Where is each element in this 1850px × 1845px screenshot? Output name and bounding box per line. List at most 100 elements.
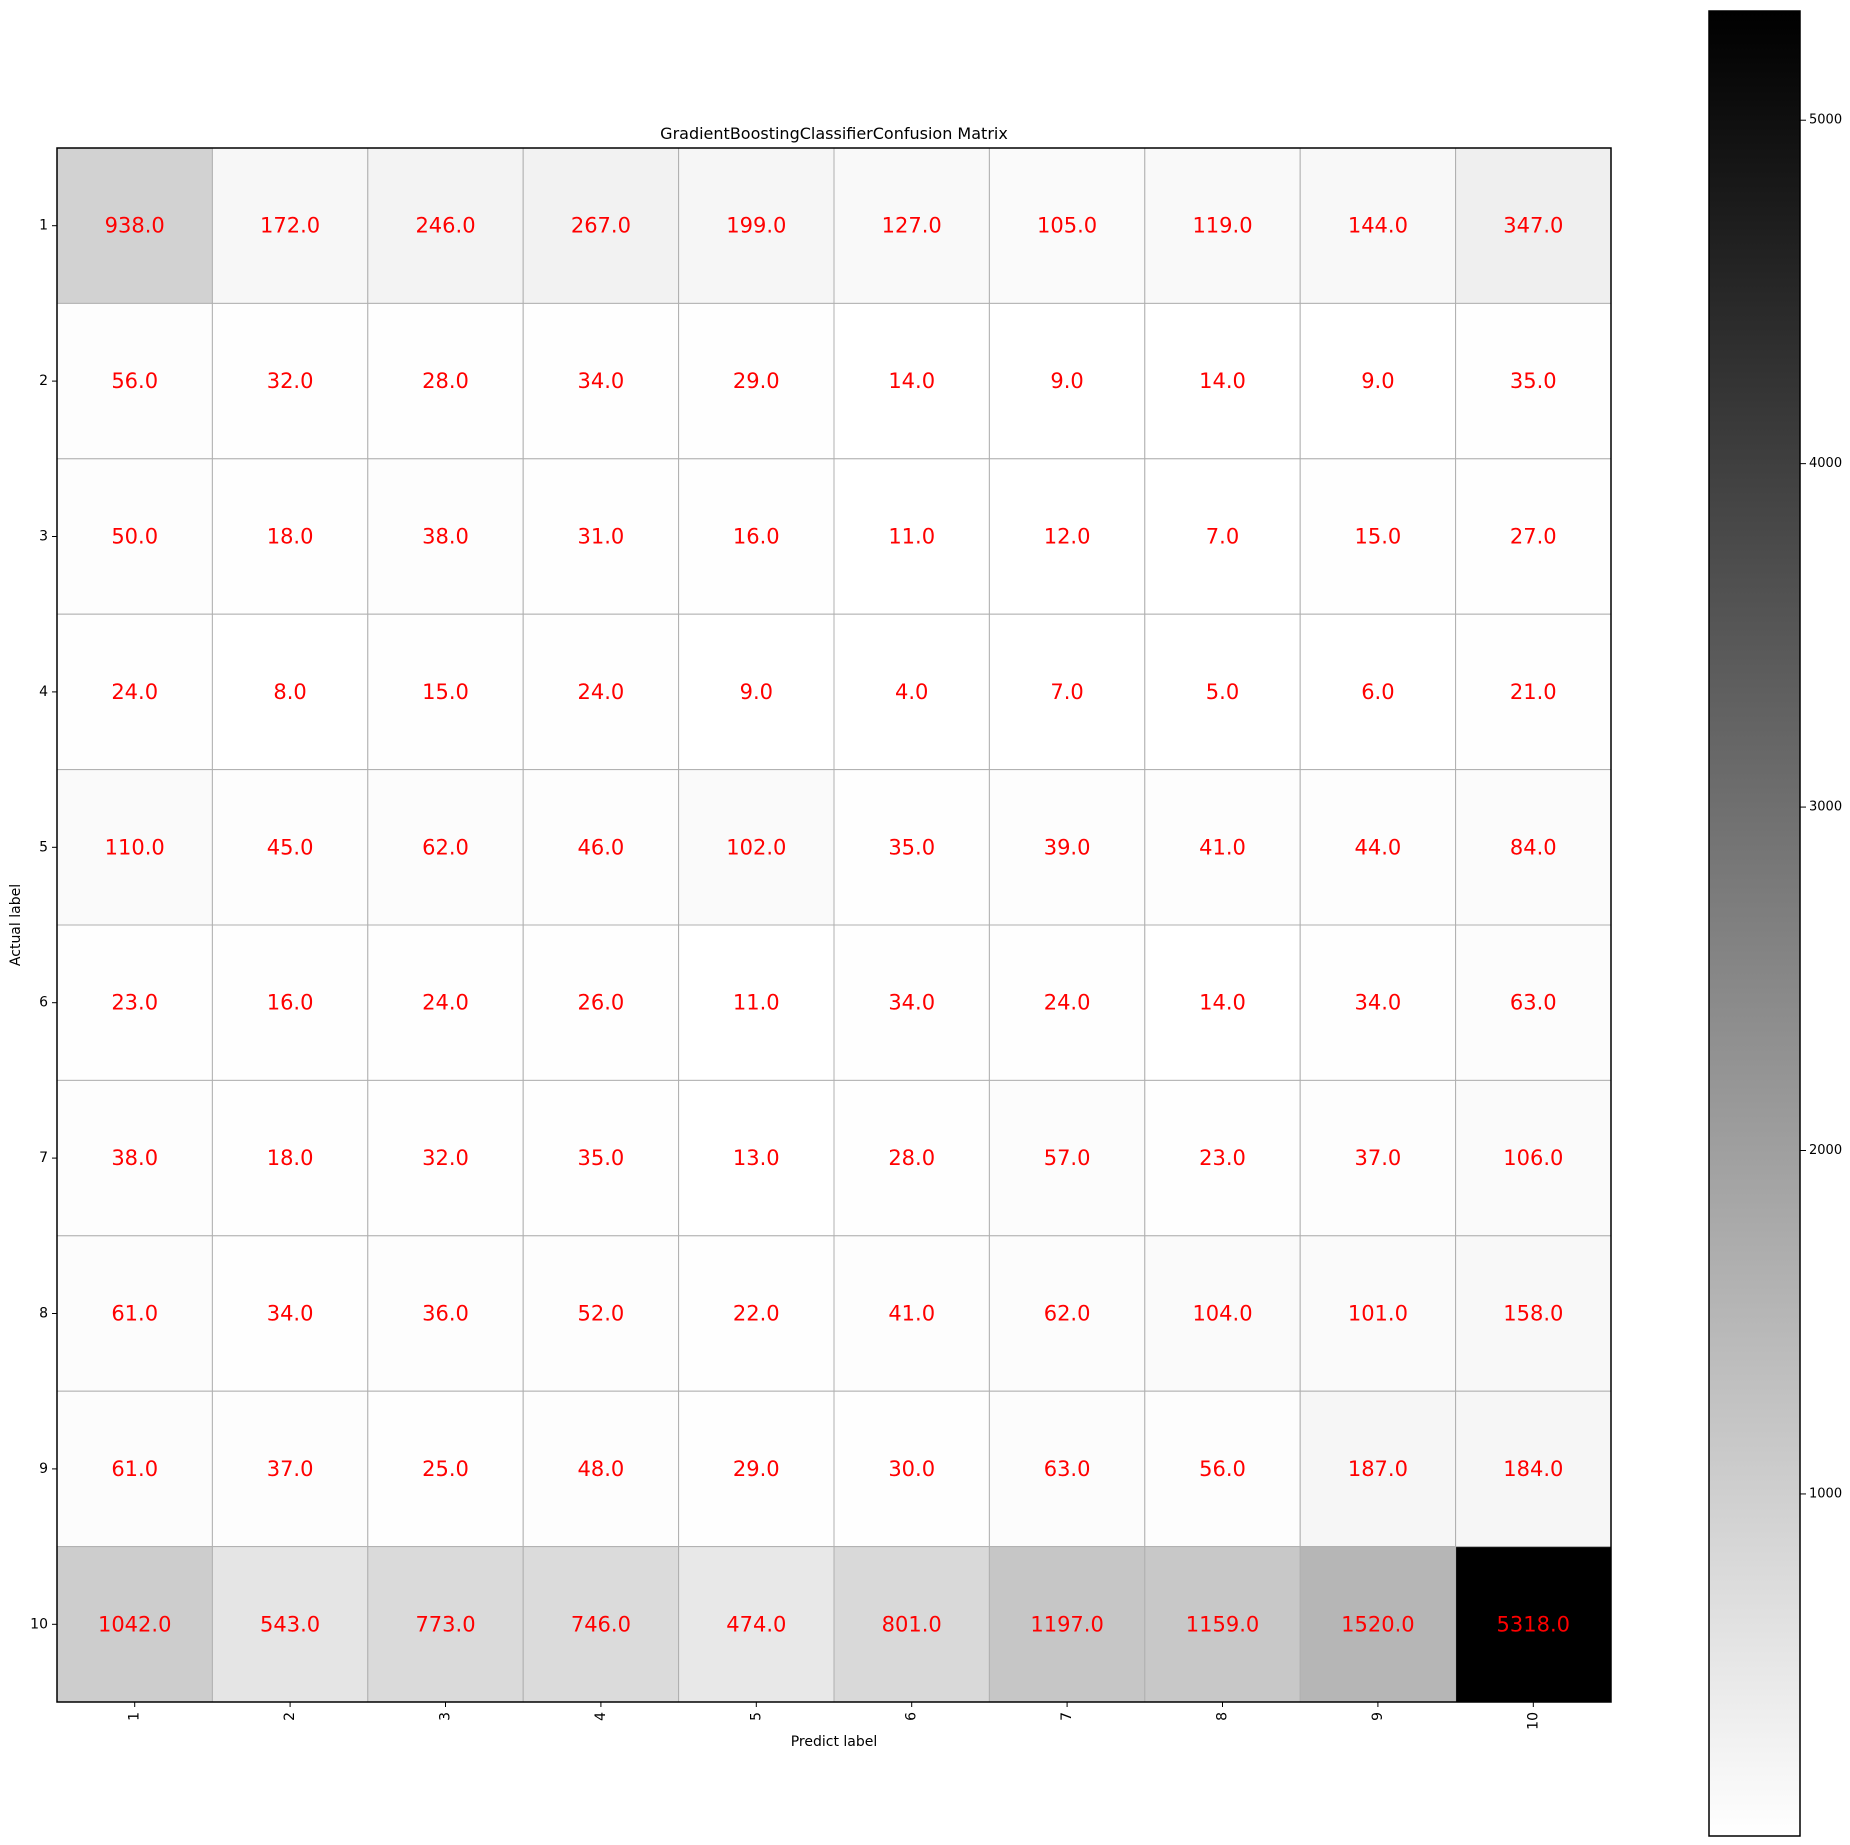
- cell-value-label: 38.0: [111, 1146, 158, 1170]
- y-tick-label: 7: [39, 1150, 48, 1166]
- heatmap-cell: [988, 147, 1146, 304]
- x-tick-label: 7: [1059, 1712, 1075, 1721]
- cell-value-label: 105.0: [1037, 214, 1097, 238]
- heatmap-cell: [522, 1390, 680, 1548]
- cell-value-label: 9.0: [740, 680, 773, 704]
- heatmap-cell: [211, 302, 369, 460]
- cell-value-label: 13.0: [733, 1146, 780, 1170]
- x-tick-label: 8: [1215, 1712, 1231, 1721]
- cell-value-label: 4.0: [895, 680, 928, 704]
- heatmap-cell: [833, 1390, 990, 1548]
- colorbar-tick-label: 4000: [1809, 456, 1842, 471]
- cell-value-label: 184.0: [1503, 1457, 1563, 1481]
- cell-value-label: 45.0: [267, 835, 314, 859]
- heatmap-cell: [678, 147, 835, 304]
- heatmap-cell: [1299, 1235, 1457, 1392]
- cell-value-label: 24.0: [422, 991, 469, 1015]
- cell-value-label: 127.0: [882, 214, 942, 238]
- chart-title: GradientBoostingClassifierConfusion Matr…: [660, 124, 1008, 143]
- heatmap-cell: [1455, 1079, 1612, 1237]
- cell-value-label: 15.0: [1355, 525, 1402, 549]
- cell-value-label: 32.0: [267, 369, 314, 393]
- cell-value-label: 104.0: [1192, 1302, 1252, 1326]
- cell-value-label: 18.0: [267, 525, 314, 549]
- heatmap-cell: [211, 458, 369, 615]
- heatmap-cell: [1455, 147, 1612, 304]
- cell-value-label: 35.0: [578, 1146, 625, 1170]
- cell-value-label: 15.0: [422, 680, 469, 704]
- cell-value-label: 746.0: [571, 1612, 631, 1636]
- heatmap-cell: [1299, 1390, 1457, 1548]
- heatmap-cell: [988, 1390, 1146, 1548]
- heatmap-cell: [1299, 1546, 1457, 1703]
- heatmap-cell: [367, 924, 524, 1081]
- heatmap-cell: [211, 1235, 369, 1392]
- cell-value-label: 23.0: [111, 991, 158, 1015]
- heatmap-cell: [522, 1546, 680, 1703]
- heatmap-cell: [56, 1390, 213, 1548]
- heatmap-cell: [678, 1390, 835, 1548]
- heatmap-cell: [1299, 769, 1457, 926]
- cell-value-label: 62.0: [1044, 1302, 1091, 1326]
- heatmap-cell: [211, 769, 369, 926]
- cell-value-label: 34.0: [1355, 991, 1402, 1015]
- y-tick-label: 6: [39, 995, 48, 1011]
- heatmap-cell: [211, 147, 369, 304]
- heatmap-cell: [678, 924, 835, 1081]
- cell-value-label: 56.0: [1199, 1457, 1246, 1481]
- x-tick-label: 5: [748, 1712, 764, 1721]
- cell-value-label: 5.0: [1206, 680, 1239, 704]
- heatmap-cell: [988, 1079, 1146, 1237]
- heatmap-cell: [1144, 302, 1301, 460]
- x-axis-label: Predict label: [791, 1734, 878, 1750]
- cell-value-label: 37.0: [267, 1457, 314, 1481]
- heatmap-cell: [833, 924, 990, 1081]
- y-tick-label: 5: [39, 839, 48, 855]
- heatmap-cell: [1144, 147, 1301, 304]
- heatmap-cell: [833, 458, 990, 615]
- heatmap-cell: [211, 1390, 369, 1548]
- heatmap-cell: [1144, 613, 1301, 771]
- cell-value-label: 24.0: [578, 680, 625, 704]
- cell-value-label: 106.0: [1503, 1146, 1563, 1170]
- cell-value-label: 246.0: [415, 214, 475, 238]
- heatmap-cell: [988, 1235, 1146, 1392]
- cell-value-label: 8.0: [273, 680, 306, 704]
- y-tick-label: 3: [39, 529, 48, 545]
- cell-value-label: 34.0: [578, 369, 625, 393]
- cell-value-label: 773.0: [415, 1612, 475, 1636]
- heatmap-cell: [1299, 458, 1457, 615]
- cell-value-label: 1159.0: [1186, 1612, 1259, 1636]
- heatmap-cell: [1455, 302, 1612, 460]
- heatmap-cell: [522, 1079, 680, 1237]
- cell-value-label: 24.0: [111, 680, 158, 704]
- y-axis-label: Actual label: [8, 884, 24, 966]
- heatmap-cell: [1455, 1546, 1612, 1703]
- heatmap-cell: [1455, 1390, 1612, 1548]
- heatmap-cell: [1299, 302, 1457, 460]
- colorbar: [1708, 10, 1801, 1837]
- heatmap-cell: [211, 1546, 369, 1703]
- x-tick-label: 4: [593, 1712, 609, 1721]
- cell-value-label: 62.0: [422, 835, 469, 859]
- heatmap-cell: [522, 769, 680, 926]
- cell-value-label: 35.0: [888, 835, 935, 859]
- colorbar-tick-label: 3000: [1809, 800, 1842, 815]
- cell-value-label: 29.0: [733, 369, 780, 393]
- cell-value-label: 30.0: [888, 1457, 935, 1481]
- cell-value-label: 24.0: [1044, 991, 1091, 1015]
- heatmap-cell: [1144, 1390, 1301, 1548]
- cell-value-label: 14.0: [1199, 991, 1246, 1015]
- heatmap-cell: [833, 1235, 990, 1392]
- heatmap-cell: [367, 769, 524, 926]
- cell-value-label: 34.0: [267, 1302, 314, 1326]
- cell-value-label: 14.0: [888, 369, 935, 393]
- heatmap-cell: [833, 769, 990, 926]
- cell-value-label: 18.0: [267, 1146, 314, 1170]
- heatmap-cell: [56, 1079, 213, 1237]
- cell-value-label: 11.0: [733, 991, 780, 1015]
- cell-value-label: 172.0: [260, 214, 320, 238]
- heatmap-cell: [522, 924, 680, 1081]
- heatmap-cells: [56, 147, 1612, 1703]
